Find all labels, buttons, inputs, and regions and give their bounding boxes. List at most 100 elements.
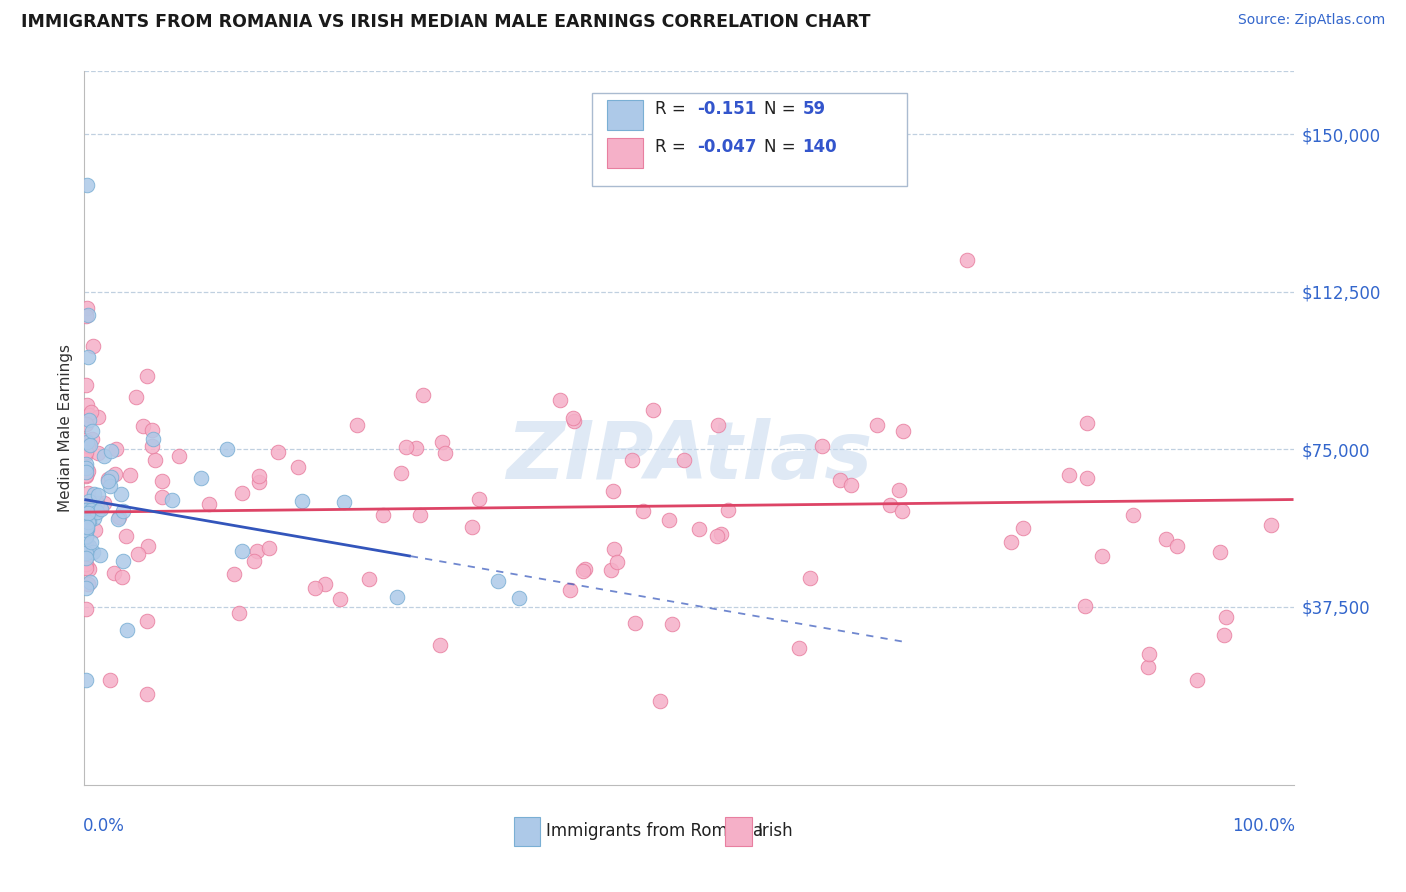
Point	[79, 502, 101, 516]
Point	[75, 581, 97, 595]
Point	[75, 560, 97, 574]
Point	[135, 368, 157, 383]
Point	[1011, 521, 1033, 535]
Point	[412, 387, 434, 401]
Point	[75, 468, 97, 483]
Point	[599, 563, 621, 577]
Point	[136, 687, 159, 701]
Point	[89, 549, 111, 563]
Point	[80, 535, 103, 549]
Point	[82, 545, 104, 559]
Point	[811, 439, 834, 453]
Point	[197, 497, 219, 511]
Point	[75, 557, 97, 571]
Point	[136, 615, 159, 629]
Point	[430, 435, 453, 450]
Point	[1215, 609, 1237, 624]
Point	[879, 498, 901, 512]
Point	[217, 442, 239, 457]
Point	[76, 435, 98, 450]
Point	[1076, 416, 1098, 430]
Point	[357, 572, 380, 586]
Point	[82, 339, 104, 353]
Text: R =: R =	[655, 137, 692, 156]
Point	[75, 378, 97, 392]
Text: Irish: Irish	[758, 822, 793, 840]
Point	[104, 467, 127, 481]
Text: -0.047: -0.047	[697, 137, 756, 156]
Point	[329, 592, 352, 607]
Point	[75, 468, 97, 483]
Point	[80, 405, 103, 419]
Point	[688, 522, 710, 536]
Point	[259, 541, 281, 556]
Text: 100.0%: 100.0%	[1232, 817, 1295, 835]
Point	[405, 441, 427, 455]
Point	[79, 503, 101, 517]
Point	[75, 602, 97, 616]
Point	[111, 504, 134, 518]
Point	[87, 410, 110, 425]
Point	[231, 544, 253, 558]
Point	[242, 554, 264, 568]
Point	[231, 486, 253, 500]
Point	[1260, 518, 1282, 533]
Point	[107, 512, 129, 526]
Point	[86, 505, 108, 519]
Bar	[607, 137, 643, 168]
Point	[152, 474, 174, 488]
Point	[247, 475, 270, 489]
Point	[131, 419, 153, 434]
Text: Immigrants from Romania: Immigrants from Romania	[547, 822, 763, 840]
Point	[76, 522, 98, 536]
Point	[631, 504, 654, 518]
Text: N =: N =	[763, 137, 801, 156]
Point	[77, 413, 100, 427]
Point	[100, 470, 122, 484]
Point	[100, 479, 122, 493]
Point	[621, 453, 644, 467]
Point	[76, 398, 98, 412]
Point	[76, 486, 98, 500]
Point	[461, 520, 484, 534]
Point	[75, 443, 97, 458]
Y-axis label: Median Male Earnings: Median Male Earnings	[58, 344, 73, 512]
Point	[562, 410, 585, 425]
Point	[467, 492, 489, 507]
Point	[125, 390, 148, 404]
Point	[75, 550, 97, 565]
Point	[75, 523, 97, 537]
Point	[77, 308, 100, 322]
Point	[1166, 539, 1188, 553]
Point	[75, 465, 97, 479]
Point	[486, 574, 509, 589]
Point	[90, 502, 112, 516]
Point	[75, 522, 97, 536]
Point	[86, 488, 108, 502]
Point	[87, 446, 110, 460]
Point	[77, 562, 100, 576]
Point	[75, 530, 97, 544]
Point	[1091, 549, 1114, 564]
Point	[371, 508, 394, 523]
Point	[1074, 599, 1097, 613]
Text: 140: 140	[803, 137, 837, 156]
Point	[429, 638, 451, 652]
Point	[75, 508, 97, 523]
Text: ZIPAtlas: ZIPAtlas	[506, 417, 872, 496]
Point	[267, 444, 290, 458]
Point	[77, 506, 100, 520]
Point	[707, 417, 730, 432]
Point	[111, 554, 134, 568]
Point	[606, 555, 628, 569]
Bar	[607, 100, 643, 130]
Point	[828, 473, 851, 487]
Text: R =: R =	[655, 100, 692, 118]
Point	[104, 442, 127, 456]
Point	[100, 443, 122, 458]
Point	[190, 471, 212, 485]
Point	[247, 468, 270, 483]
Point	[890, 504, 912, 518]
Point	[839, 478, 862, 492]
Point	[75, 673, 97, 687]
